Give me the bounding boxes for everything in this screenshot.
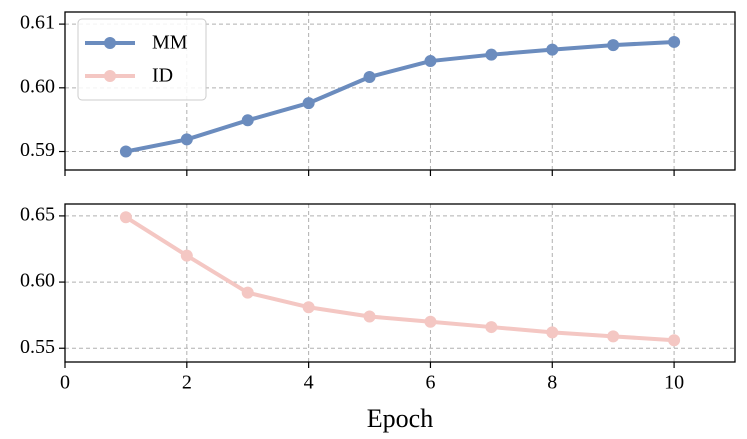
data-point [119, 211, 132, 224]
data-point [241, 286, 254, 299]
y-tick-label: 0.60 [20, 270, 55, 292]
legend-marker [104, 70, 116, 82]
x-tick-label: 6 [425, 372, 435, 394]
y-tick-label: 0.61 [20, 12, 55, 34]
data-point [363, 310, 376, 323]
data-point [241, 114, 254, 127]
legend-label: ID [152, 65, 173, 87]
data-point [119, 145, 132, 158]
x-axis-label: Epoch [367, 404, 433, 433]
x-tick-label: 10 [664, 372, 684, 394]
data-point [485, 321, 498, 334]
data-point [668, 334, 681, 347]
series-line [125, 39, 675, 154]
x-tick-label: 4 [304, 372, 314, 394]
data-point [668, 35, 681, 48]
data-point [424, 315, 437, 328]
x-tick-label: 8 [547, 372, 557, 394]
plot-frame [64, 203, 736, 363]
y-tick-label: 0.60 [20, 75, 55, 97]
legend-marker [104, 37, 116, 49]
data-point [546, 326, 559, 339]
data-point [424, 55, 437, 68]
y-tick-label: 0.59 [20, 139, 55, 161]
legend-label: MM [152, 32, 188, 54]
y-tick-label: 0.65 [20, 204, 55, 226]
data-point [607, 330, 620, 343]
plot-frame [64, 11, 736, 171]
data-point [302, 301, 315, 314]
series-line [124, 215, 675, 343]
data-point [363, 70, 376, 83]
data-point [180, 133, 193, 146]
x-tick-label: 2 [182, 372, 192, 394]
data-point [607, 39, 620, 52]
data-point [485, 48, 498, 61]
data-point [302, 97, 315, 110]
y-tick-label: 0.55 [20, 336, 55, 358]
data-point [180, 249, 193, 262]
data-point [546, 43, 559, 56]
x-tick-label: 0 [60, 372, 70, 394]
